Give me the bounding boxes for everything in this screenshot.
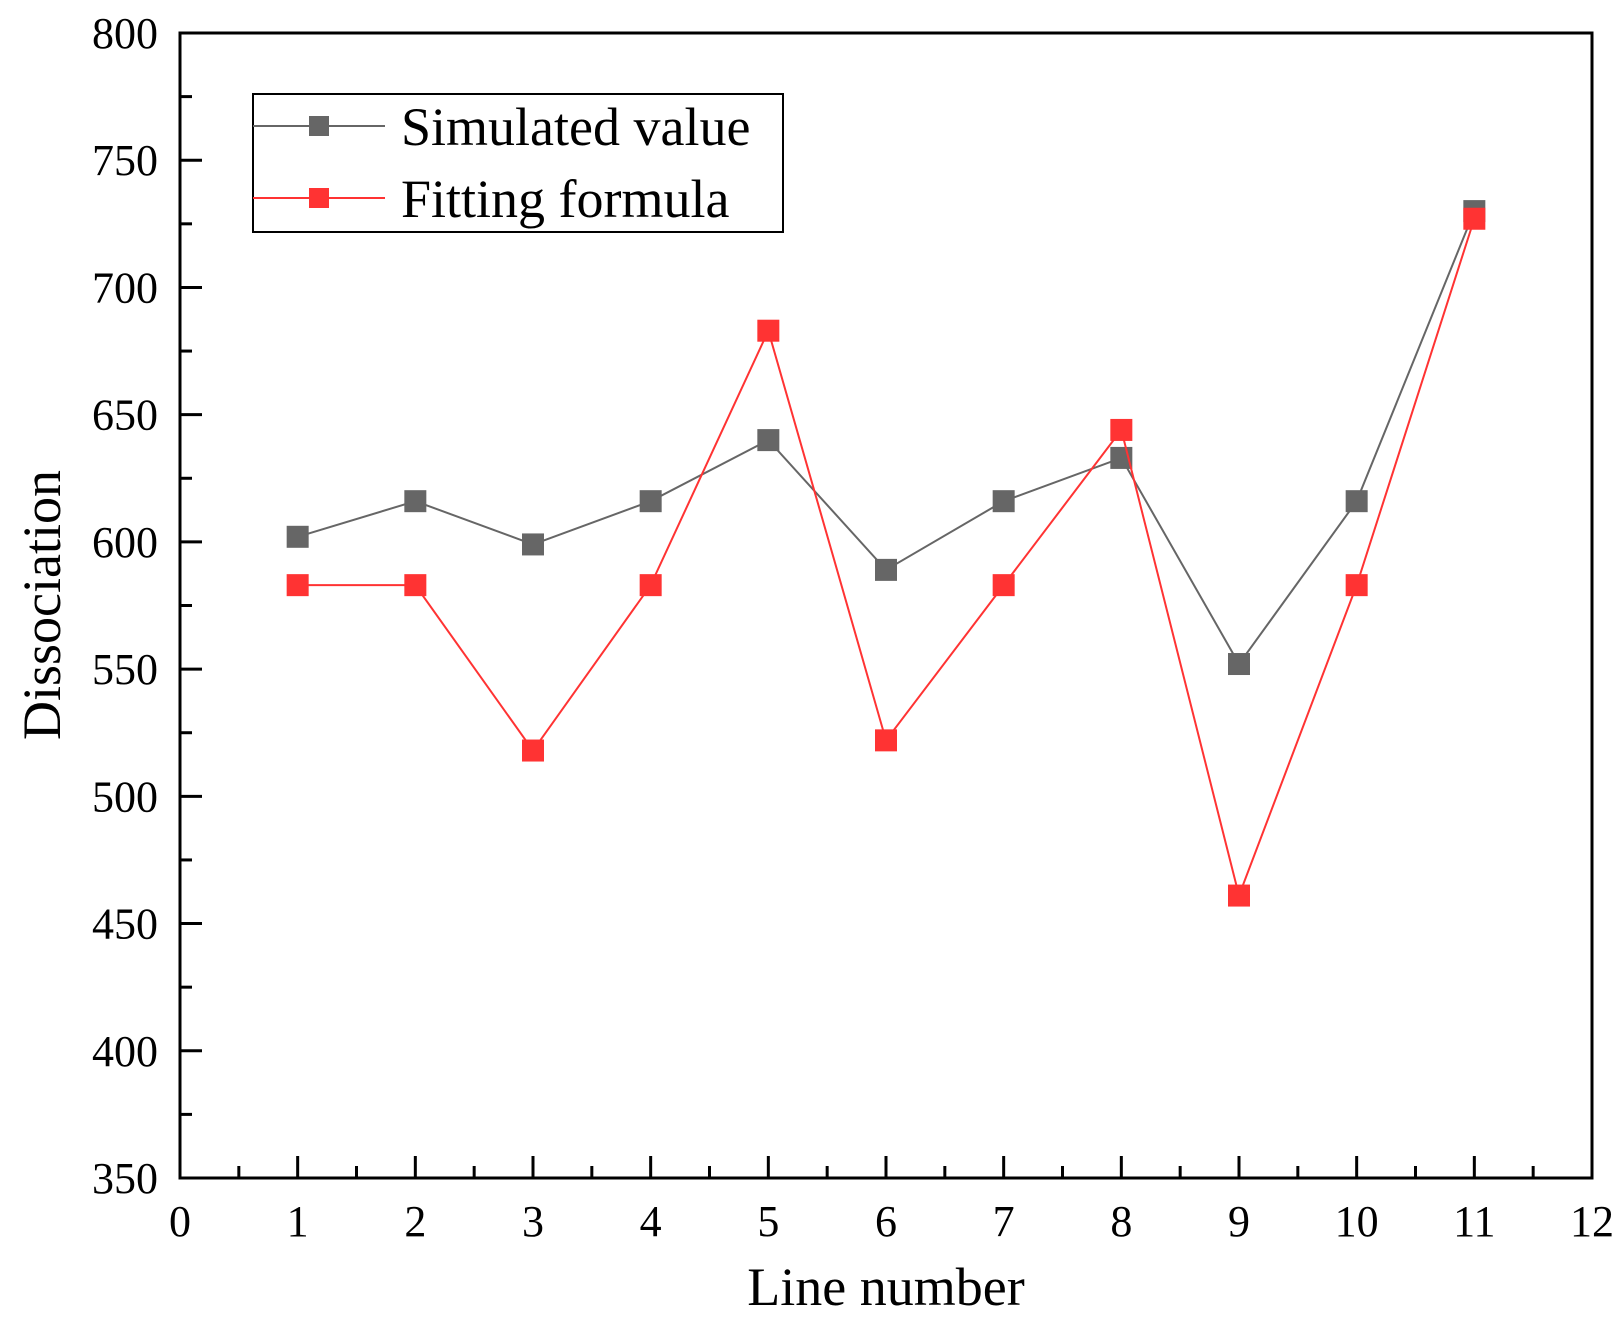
data-point-fitting-formula [1463,207,1486,230]
y-tick-label: 350 [92,1154,158,1203]
y-axis: 350 400 450 500 550 600 650 700 750 800 [92,9,202,1203]
series-line-simulated-value [297,210,1476,666]
data-point-fitting-formula [639,574,662,597]
y-tick-label: 500 [92,772,158,821]
data-point-fitting-formula [875,729,897,752]
data-point-fitting-formula [1110,418,1133,441]
data-point-simulated-value [875,558,897,581]
legend-label-fitting: Fitting formula [401,169,730,229]
x-tick-label: 0 [169,1197,191,1246]
y-axis-title: Dissociation [12,470,72,740]
data-point-fitting-formula [992,574,1015,597]
data-point-fitting-formula [1228,884,1250,907]
y-tick-label: 550 [92,645,158,694]
x-tick-label: 12 [1570,1197,1614,1246]
y-tick-label: 450 [92,900,158,949]
x-tick-label: 7 [993,1197,1015,1246]
y-tick-label: 700 [92,263,158,312]
data-point-simulated-value [1345,490,1368,513]
legend-label-simulated: Simulated value [401,97,750,157]
x-tick-label: 5 [757,1197,779,1246]
legend-box [252,93,784,233]
x-tick-label: 11 [1453,1197,1495,1246]
data-point-simulated-value [757,429,780,452]
data-point-fitting-formula [286,574,309,597]
data-point-simulated-value [286,525,309,548]
x-tick-label: 1 [287,1197,309,1246]
x-tick-label: 4 [640,1197,662,1246]
x-tick-label: 10 [1335,1197,1379,1246]
x-tick-label: 2 [404,1197,426,1246]
data-point-simulated-value [522,533,544,556]
y-tick-label: 400 [92,1027,158,1076]
x-axis: 0 1 2 3 4 5 6 7 8 9 10 11 12 [169,1156,1614,1246]
y-tick-label: 650 [92,391,158,440]
y-tick-label: 600 [92,518,158,567]
x-tick-label: 9 [1228,1197,1250,1246]
data-point-simulated-value [1228,653,1250,676]
x-axis-title: Line number [747,1257,1024,1317]
data-point-simulated-value [639,490,662,513]
data-point-simulated-value [992,490,1015,513]
legend-marker-simulated [309,116,329,136]
x-tick-label: 8 [1110,1197,1132,1246]
x-tick-label: 6 [875,1197,897,1246]
legend-marker-fitting [309,188,329,208]
x-tick-label: 3 [522,1197,544,1246]
y-tick-label: 750 [92,136,158,185]
data-point-fitting-formula [1345,574,1368,597]
legend: Simulated value Fitting formula [252,93,784,233]
data-point-simulated-value [404,490,427,513]
data-point-fitting-formula [522,739,544,762]
data-point-fitting-formula [757,319,780,342]
series-layer [286,200,1486,907]
data-point-fitting-formula [404,574,427,597]
series-line-fitting-formula [297,218,1476,899]
y-tick-label: 800 [92,9,158,58]
